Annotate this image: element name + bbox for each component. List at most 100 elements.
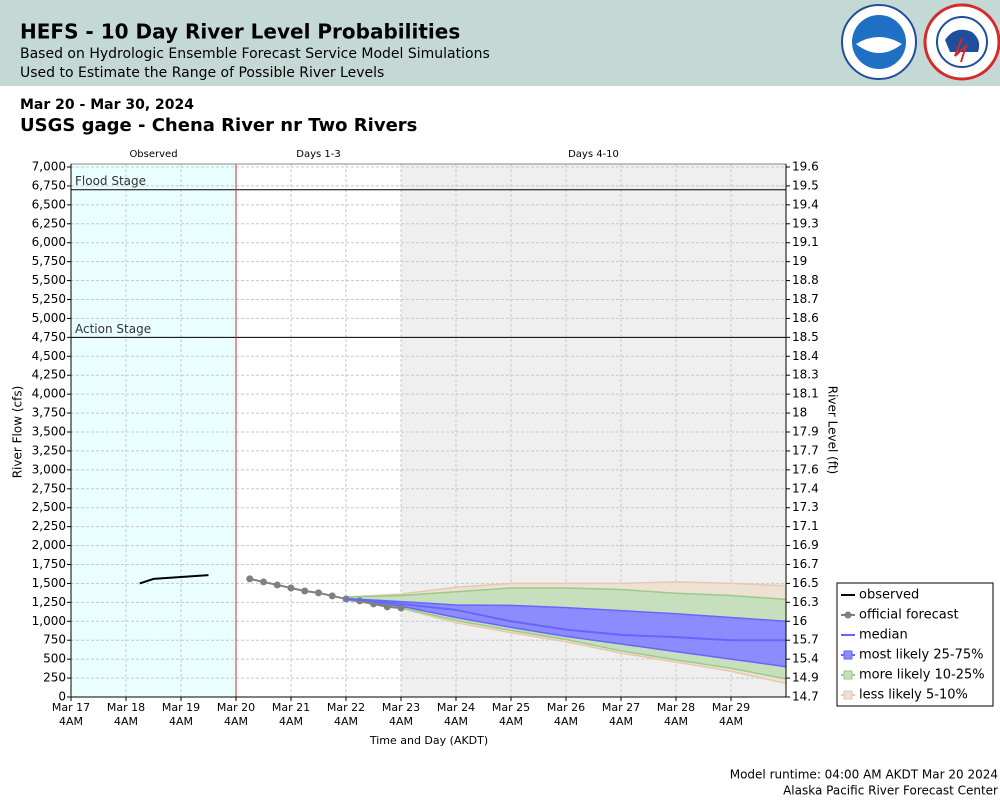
forecast-point	[315, 589, 322, 597]
y2-tick-label: 17.4	[792, 481, 819, 495]
x-tick-label: 4AM	[59, 715, 83, 728]
y2-tick-label: 18.6	[792, 311, 819, 325]
region-label: Observed	[129, 149, 177, 160]
x-tick-label: 4AM	[279, 715, 303, 728]
y-tick-label: 0	[58, 690, 66, 704]
forecast-point	[397, 604, 405, 612]
band-edge	[345, 597, 787, 623]
y-tick-label: 2,500	[32, 500, 66, 514]
threshold-label: Flood Stage	[75, 174, 146, 188]
footer-runtime: Model runtime: 04:00 AM AKDT Mar 20 2024	[730, 768, 998, 782]
y2-tick-label: 15.4	[792, 652, 819, 666]
y-tick-label: 6,000	[32, 235, 66, 249]
probability-band	[346, 598, 786, 667]
plot-area: Observed Days 1-3 Days 4-10 0 250 500 750 1,000…	[32, 149, 819, 728]
x-tick-label: Mar 22	[327, 701, 365, 714]
y2-axis-label: River Level (ft)	[826, 386, 840, 474]
legend-swatch	[843, 690, 853, 700]
y-tick-label: 250	[43, 671, 66, 685]
y-tick-label: 5,000	[32, 311, 66, 325]
x-tick-label: Mar 23	[382, 701, 420, 714]
forecast-point	[260, 578, 267, 586]
y2-tick-label: 19.6	[792, 160, 819, 174]
nws-logo	[923, 3, 1000, 81]
region-label: Days 1-3	[296, 149, 340, 160]
y2-tick-label: 18	[792, 406, 807, 420]
chart-title: USGS gage - Chena River nr Two Rivers	[20, 115, 417, 136]
x-tick-label: Mar 21	[272, 701, 310, 714]
forecast-region	[71, 164, 236, 697]
y2-tick-label: 18.4	[792, 349, 819, 363]
y-tick-label: 1,250	[32, 595, 66, 609]
y-tick-label: 5,500	[32, 273, 66, 287]
legend-label: less likely 5-10%	[859, 688, 968, 703]
y-tick-label: 4,000	[32, 387, 66, 401]
x-tick-label: 4AM	[609, 715, 633, 728]
y2-tick-label: 18.5	[792, 330, 819, 344]
forecast-point	[328, 592, 336, 600]
x-tick-label: Mar 24	[437, 701, 475, 714]
y-tick-label: 750	[43, 633, 66, 647]
y2-tick-label: 18.8	[792, 273, 819, 287]
noaa-logo	[841, 4, 917, 80]
band-edge	[345, 599, 787, 685]
y-tick-label: 3,000	[32, 462, 66, 476]
footer-center: Alaska Pacific River Forecast Center	[783, 784, 998, 798]
x-tick-label: 4AM	[554, 715, 578, 728]
legend-box	[836, 582, 994, 707]
forecast-point	[301, 587, 309, 595]
y2-tick-label: 17.1	[792, 519, 819, 533]
y-tick-label: 4,500	[32, 349, 66, 363]
y-tick-label: 6,750	[32, 178, 66, 192]
x-tick-label: Mar 29	[712, 701, 750, 714]
y2-tick-label: 18.7	[792, 292, 819, 306]
x-tick-label: 4AM	[389, 715, 413, 728]
y2-tick-label: 16.7	[792, 557, 819, 571]
legend-label: observed	[859, 588, 919, 603]
x-tick-label: Mar 19	[162, 701, 200, 714]
x-tick-label: 4AM	[169, 715, 193, 728]
y-axis-label: River Flow (cfs)	[11, 386, 25, 479]
x-tick-label: 4AM	[334, 715, 358, 728]
date-range: Mar 20 - Mar 30, 2024	[20, 97, 194, 113]
legend-swatch	[843, 670, 853, 680]
x-tick-label: Mar 25	[492, 701, 530, 714]
region-label: Days 4-10	[568, 149, 619, 160]
y2-tick-label: 19.4	[792, 197, 819, 211]
y2-tick-label: 18.1	[792, 387, 819, 401]
legend-label: median	[859, 628, 908, 643]
x-axis-label: Time and Day (AKDT)	[369, 734, 488, 747]
y2-tick-label: 19	[792, 254, 807, 268]
y-tick-label: 3,750	[32, 406, 66, 420]
legend-label: more likely 10-25%	[859, 668, 985, 683]
y2-tick-label: 17.9	[792, 425, 819, 439]
band-edge	[345, 587, 787, 601]
header-subtitle: Based on Hydrologic Ensemble Forecast Se…	[20, 46, 490, 62]
band-edge	[345, 599, 787, 680]
y-tick-label: 6,250	[32, 216, 66, 230]
observed-line	[139, 574, 209, 585]
y-tick-label: 3,500	[32, 425, 66, 439]
forecast-region	[236, 164, 401, 697]
legend: observed official forecast median most like…	[836, 582, 994, 707]
x-tick-label: Mar 18	[107, 701, 145, 714]
y-tick-label: 5,750	[32, 254, 66, 268]
legend-swatch	[844, 611, 852, 619]
y2-tick-label: 19.1	[792, 235, 819, 249]
x-tick-label: Mar 28	[657, 701, 695, 714]
x-tick-label: 4AM	[719, 715, 743, 728]
y2-tick-label: 17.6	[792, 462, 819, 476]
y-tick-label: 1,000	[32, 614, 66, 628]
y-tick-label: 2,750	[32, 481, 66, 495]
y-tick-label: 5,250	[32, 292, 66, 306]
y2-tick-label: 18.3	[792, 368, 819, 382]
y2-tick-label: 15.7	[792, 633, 819, 647]
x-tick-label: Mar 17	[52, 701, 90, 714]
x-tick-label: Mar 27	[602, 701, 640, 714]
x-tick-label: 4AM	[114, 715, 138, 728]
x-tick-label: 4AM	[664, 715, 688, 728]
header-title: HEFS - 10 Day River Level Probabilities	[20, 20, 460, 44]
y2-tick-label: 16	[792, 614, 807, 628]
forecast-point	[287, 584, 295, 592]
y-tick-label: 1,500	[32, 576, 66, 590]
